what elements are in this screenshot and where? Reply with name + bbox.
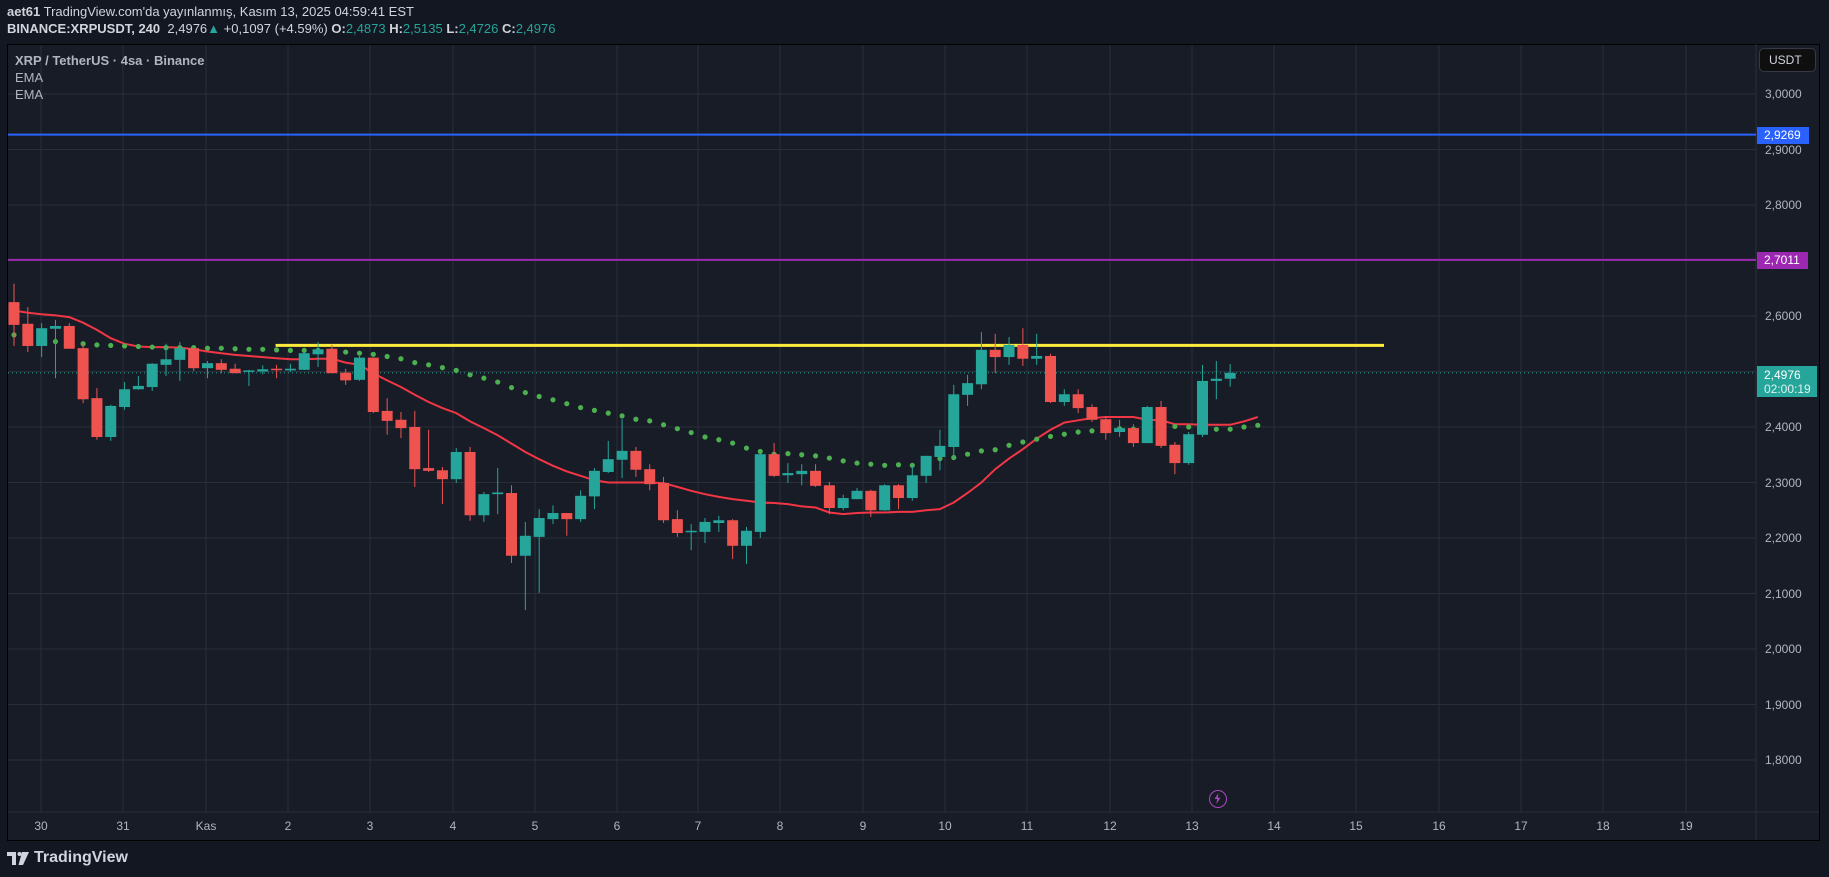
chart-panel bbox=[7, 44, 1820, 841]
legend-ema-1[interactable]: EMA bbox=[15, 70, 44, 85]
high-value: 2,5135 bbox=[402, 21, 443, 36]
last-price-tag: 2,4976 02:00:19 bbox=[1757, 366, 1817, 397]
last-price: 2,4976 bbox=[167, 21, 208, 36]
candlesticks bbox=[8, 283, 1236, 611]
time-tick-label: Kas bbox=[195, 819, 217, 833]
up-arrow-icon: ▲ bbox=[207, 21, 221, 36]
ema-line bbox=[13, 309, 1259, 516]
time-tick-label: 17 bbox=[1514, 819, 1528, 833]
currency-button[interactable]: USDT bbox=[1759, 48, 1816, 72]
lightning-event-icon[interactable] bbox=[1209, 790, 1227, 808]
low-value: 2,4726 bbox=[458, 21, 499, 36]
grid-lines bbox=[8, 45, 1756, 812]
time-tick-label: 3 bbox=[366, 819, 374, 833]
price-tick-label: 2,3000 bbox=[1765, 475, 1802, 490]
close-label: C: bbox=[501, 21, 516, 36]
time-tick-label: 13 bbox=[1185, 819, 1199, 833]
price-tag-purple-line: 2,7011 bbox=[1757, 251, 1808, 269]
low-label: L: bbox=[446, 21, 459, 36]
time-tick-label: 18 bbox=[1596, 819, 1610, 833]
price-tick-label: 1,9000 bbox=[1765, 697, 1802, 712]
price-tick-label: 2,8000 bbox=[1765, 198, 1802, 212]
open-label: O: bbox=[331, 21, 346, 36]
symbol-ohlc-bar: BINANCE:XRPUSDT, 240 2,4976▲ +0,1097 (+4… bbox=[7, 21, 555, 36]
price-tick-label: 2,1000 bbox=[1765, 586, 1802, 601]
time-tick-label: 8 bbox=[776, 819, 784, 833]
tradingview-logo-icon bbox=[7, 851, 29, 865]
open-value: 2,4873 bbox=[345, 21, 386, 36]
time-tick-label: 30 bbox=[34, 819, 48, 833]
time-tick-label: 19 bbox=[1679, 819, 1693, 833]
time-tick-label: 9 bbox=[859, 819, 867, 833]
legend-title[interactable]: XRP / TetherUS · 4sa · Binance bbox=[15, 53, 205, 68]
time-tick-label: 10 bbox=[938, 819, 952, 833]
time-tick-label: 14 bbox=[1267, 819, 1281, 833]
author-name[interactable]: aet61 bbox=[7, 4, 41, 19]
time-tick-label: 5 bbox=[531, 819, 539, 833]
time-tick-label: 7 bbox=[694, 819, 702, 833]
time-tick-label: 16 bbox=[1432, 819, 1446, 833]
publish-text: TradingView.com'da yayınlanmış, Kasım 13… bbox=[43, 4, 414, 19]
close-value: 2,4976 bbox=[515, 21, 556, 36]
price-tick-label: 2,9000 bbox=[1765, 142, 1802, 157]
publish-info: aet61 TradingView.com'da yayınlanmış, Ka… bbox=[7, 4, 414, 19]
price-tick-label: 2,6000 bbox=[1765, 309, 1802, 323]
bar-countdown: 02:00:19 bbox=[1764, 382, 1811, 396]
time-tick-label: 31 bbox=[116, 819, 130, 833]
price-change: +0,1097 (+4.59%) bbox=[223, 21, 328, 36]
time-tick-label: 11 bbox=[1020, 819, 1034, 833]
price-tick-label: 3,0000 bbox=[1765, 87, 1802, 101]
time-tick-label: 2 bbox=[284, 819, 292, 833]
symbol-label: BINANCE:XRPUSDT, 240 bbox=[7, 21, 161, 36]
price-tick-label: 1,8000 bbox=[1765, 753, 1802, 767]
last-price-value: 2,4976 bbox=[1764, 368, 1801, 382]
price-tick-label: 2,2000 bbox=[1765, 531, 1802, 545]
tradingview-logo[interactable]: TradingView bbox=[7, 849, 128, 867]
chart-legend: XRP / TetherUS · 4sa · Binance EMA EMA bbox=[15, 52, 205, 103]
legend-ema-2[interactable]: EMA bbox=[15, 87, 44, 102]
price-tag-blue-line: 2,9269 bbox=[1757, 126, 1809, 144]
price-tick-label: 2,0000 bbox=[1765, 642, 1802, 656]
price-tick-label: 2,4000 bbox=[1765, 420, 1802, 434]
high-label: H: bbox=[389, 21, 403, 36]
brand-name: TradingView bbox=[34, 849, 128, 866]
time-tick-label: 6 bbox=[613, 819, 621, 833]
time-tick-label: 15 bbox=[1349, 819, 1363, 833]
horizontal-lines[interactable] bbox=[8, 133, 1756, 374]
time-tick-label: 4 bbox=[449, 819, 457, 833]
time-tick-label: 12 bbox=[1103, 819, 1117, 833]
